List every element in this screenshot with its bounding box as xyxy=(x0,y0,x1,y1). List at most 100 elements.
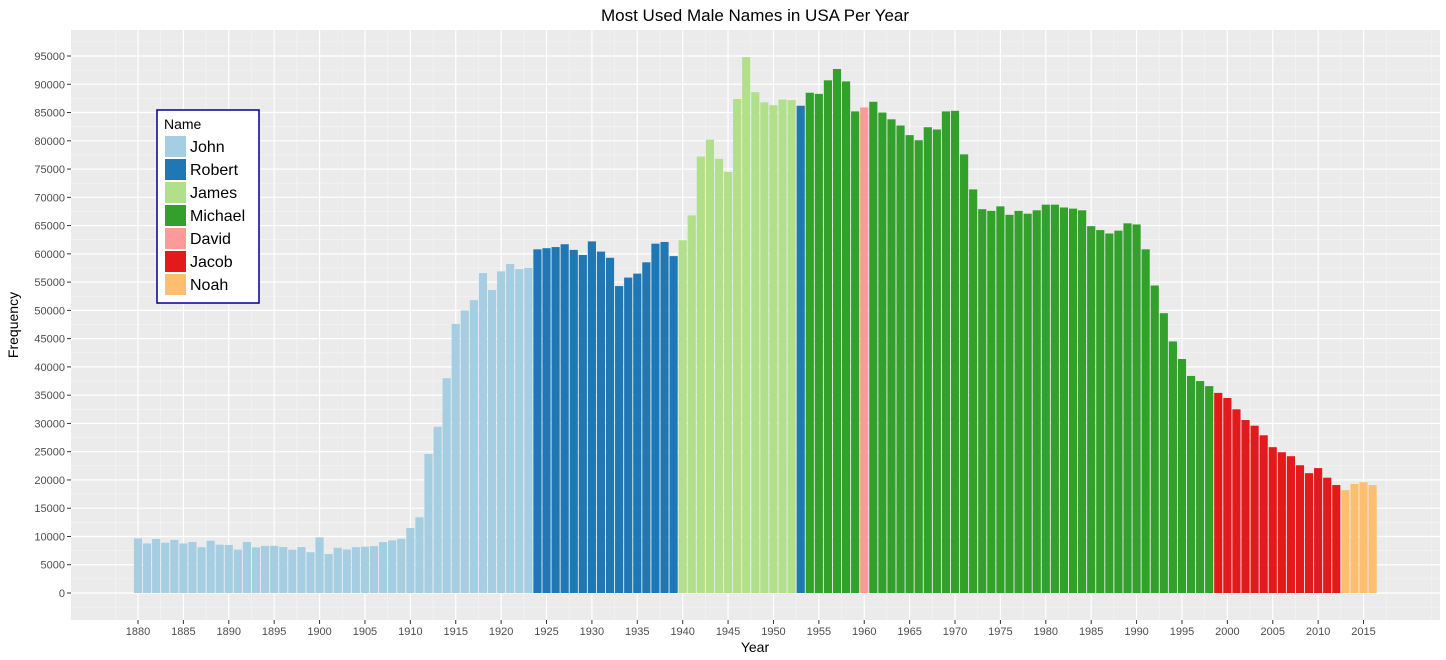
bar-1894 xyxy=(261,545,270,593)
bar-1965 xyxy=(905,135,914,593)
bar-1994 xyxy=(1168,341,1177,593)
bar-1987 xyxy=(1105,233,1114,594)
bar-1954 xyxy=(805,92,814,594)
bar-1909 xyxy=(397,538,406,593)
y-tick-label: 85000 xyxy=(34,108,65,120)
bar-2016 xyxy=(1368,485,1377,593)
bar-1982 xyxy=(1059,207,1069,593)
bar-1962 xyxy=(878,112,887,594)
bar-1885 xyxy=(179,543,188,593)
bar-1999 xyxy=(1214,392,1223,593)
legend-label-david: David xyxy=(190,231,231,248)
bar-1897 xyxy=(288,549,297,593)
bar-1951 xyxy=(778,99,787,593)
bar-1945 xyxy=(723,171,733,593)
y-tick-label: 55000 xyxy=(34,277,65,289)
bar-1889 xyxy=(215,544,224,593)
bar-1906 xyxy=(369,546,379,593)
legend-key-robert xyxy=(165,159,186,180)
x-tick-label: 1970 xyxy=(943,626,967,638)
bar-1940 xyxy=(678,240,687,593)
bar-1925 xyxy=(542,248,551,594)
bar-1967 xyxy=(923,127,932,594)
bar-1938 xyxy=(660,241,669,594)
bar-1898 xyxy=(297,547,306,593)
bar-1950 xyxy=(769,105,778,594)
bar-1887 xyxy=(197,547,206,593)
bar-1992 xyxy=(1150,285,1159,593)
bar-1972 xyxy=(969,189,978,593)
x-axis-title: Year xyxy=(741,639,770,655)
bar-1939 xyxy=(669,256,678,593)
bar-2015 xyxy=(1359,482,1368,593)
y-tick-label: 25000 xyxy=(34,447,65,459)
bar-1957 xyxy=(832,69,842,594)
bar-1948 xyxy=(751,92,760,593)
bar-1888 xyxy=(206,540,215,593)
bar-1931 xyxy=(596,251,606,593)
y-tick-label: 5000 xyxy=(41,560,65,572)
bar-1912 xyxy=(424,453,433,593)
x-tick-label: 1925 xyxy=(534,626,558,638)
legend-key-jacob xyxy=(165,251,186,272)
bar-1993 xyxy=(1159,313,1168,593)
x-tick-label: 1900 xyxy=(307,626,331,638)
legend-label-john: John xyxy=(190,139,225,156)
x-tick-label: 1930 xyxy=(580,626,604,638)
bar-1932 xyxy=(605,257,615,593)
bar-1922 xyxy=(515,269,524,593)
bar-1966 xyxy=(914,140,923,593)
y-tick-label: 95000 xyxy=(34,51,65,63)
bar-2014 xyxy=(1350,483,1359,593)
bar-1899 xyxy=(306,552,315,593)
x-tick-label: 1880 xyxy=(126,626,150,638)
y-tick-label: 15000 xyxy=(34,503,65,515)
legend-key-david xyxy=(165,228,186,249)
x-tick-label: 1940 xyxy=(670,626,694,638)
legend-label-jacob: Jacob xyxy=(190,254,233,271)
x-tick-label: 1965 xyxy=(897,626,921,638)
bar-1923 xyxy=(524,267,533,593)
bar-2004 xyxy=(1259,435,1268,593)
bar-2008 xyxy=(1295,465,1305,593)
bar-1944 xyxy=(714,158,724,593)
bar-1935 xyxy=(633,273,642,593)
x-tick-label: 1990 xyxy=(1124,626,1148,638)
x-tick-label: 1950 xyxy=(761,626,785,638)
legend-label-robert: Robert xyxy=(190,162,239,179)
y-tick-label: 90000 xyxy=(34,79,65,91)
bar-1990 xyxy=(1132,224,1141,593)
bar-1895 xyxy=(270,545,279,593)
bar-1997 xyxy=(1196,381,1205,593)
bar-1985 xyxy=(1087,226,1096,593)
bar-1930 xyxy=(587,241,596,593)
bar-1934 xyxy=(624,277,633,593)
bar-1900 xyxy=(315,537,324,593)
bar-2007 xyxy=(1286,456,1295,593)
y-tick-label: 80000 xyxy=(34,136,65,148)
x-tick-label: 2005 xyxy=(1261,626,1285,638)
bar-1913 xyxy=(433,426,442,593)
bar-1958 xyxy=(841,81,851,594)
bar-2002 xyxy=(1241,420,1250,593)
y-tick-label: 30000 xyxy=(34,418,65,430)
bar-1964 xyxy=(896,125,905,593)
y-tick-label: 35000 xyxy=(34,390,65,402)
bar-1960 xyxy=(860,107,869,593)
bar-1905 xyxy=(360,546,370,593)
bar-1970 xyxy=(950,110,960,593)
bar-1975 xyxy=(996,206,1005,594)
bars xyxy=(133,57,1377,594)
bar-1904 xyxy=(351,547,360,593)
bar-1881 xyxy=(142,543,152,593)
bar-1947 xyxy=(742,57,751,593)
bar-1915 xyxy=(451,323,460,593)
bar-1920 xyxy=(497,271,506,593)
bar-1979 xyxy=(1032,210,1041,594)
x-tick-label: 1960 xyxy=(852,626,876,638)
y-tick-label: 60000 xyxy=(34,249,65,261)
bar-1943 xyxy=(705,139,714,594)
legend-key-noah xyxy=(165,274,186,295)
bar-2000 xyxy=(1223,397,1232,593)
